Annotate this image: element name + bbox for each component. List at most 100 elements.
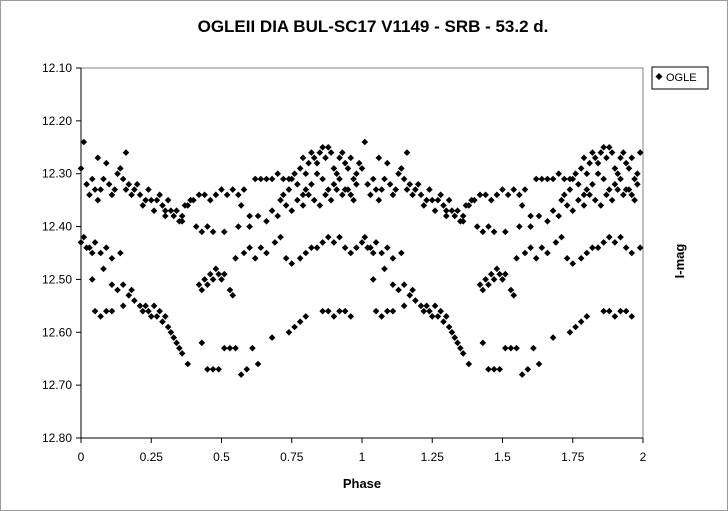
data-point — [496, 365, 503, 373]
data-point — [594, 170, 602, 178]
data-point — [383, 307, 391, 315]
data-point — [291, 323, 298, 331]
data-point — [274, 170, 281, 178]
data-point — [117, 249, 124, 257]
data-point — [502, 228, 509, 236]
data-point — [487, 196, 495, 204]
data-point — [108, 281, 116, 289]
data-point — [465, 360, 473, 368]
data-point — [465, 202, 473, 209]
data-point — [577, 254, 585, 262]
data-point — [296, 254, 304, 262]
data-point — [614, 186, 622, 193]
data-point — [167, 328, 175, 336]
data-point — [611, 165, 619, 172]
data-point — [139, 307, 147, 315]
data-point — [383, 244, 391, 252]
data-point — [88, 249, 96, 257]
data-point — [400, 281, 408, 289]
data-point — [516, 223, 523, 230]
data-point — [600, 143, 607, 151]
data-point — [274, 212, 281, 220]
data-point — [513, 344, 520, 352]
data-point — [386, 180, 394, 188]
data-point — [493, 265, 501, 273]
data-point — [490, 276, 498, 283]
data-point — [209, 276, 217, 283]
data-point — [268, 207, 276, 215]
data-point — [383, 159, 391, 167]
data-point — [147, 313, 155, 320]
data-point — [544, 175, 551, 183]
data-point — [471, 196, 478, 204]
data-point — [454, 339, 461, 347]
data-point — [170, 212, 178, 220]
data-point — [502, 344, 509, 352]
data-point — [254, 360, 262, 368]
data-point — [493, 191, 501, 199]
data-point — [622, 244, 630, 252]
data-point — [372, 186, 380, 193]
data-point — [153, 313, 161, 320]
data-point — [499, 276, 506, 283]
data-point — [591, 154, 599, 162]
data-point — [232, 344, 239, 352]
data-point — [420, 307, 428, 315]
data-point — [611, 313, 619, 320]
data-point — [339, 149, 346, 156]
data-point — [125, 180, 133, 188]
data-point — [184, 360, 192, 368]
data-point — [102, 244, 110, 252]
data-point — [291, 170, 298, 178]
data-point — [308, 180, 315, 188]
data-point — [313, 159, 321, 167]
data-point — [451, 212, 459, 220]
data-point — [569, 207, 577, 215]
data-point — [341, 307, 349, 315]
data-point — [246, 212, 253, 220]
data-point — [409, 191, 416, 199]
data-point — [443, 207, 450, 215]
legend-box — [651, 66, 709, 90]
data-point — [367, 191, 374, 199]
data-point — [589, 180, 596, 188]
data-point — [358, 165, 366, 172]
data-point — [518, 371, 526, 378]
data-point — [147, 196, 155, 204]
data-point — [91, 307, 99, 315]
data-point — [527, 223, 534, 230]
data-point — [364, 180, 371, 188]
data-point — [454, 207, 461, 215]
data-point — [555, 212, 562, 220]
data-point — [97, 249, 104, 257]
data-point — [268, 175, 276, 183]
data-point — [97, 313, 104, 320]
data-point — [628, 154, 636, 162]
data-point — [330, 313, 338, 320]
data-point — [586, 191, 593, 199]
data-point — [145, 307, 152, 315]
data-point — [544, 217, 551, 225]
data-point — [600, 307, 607, 315]
data-point — [313, 244, 321, 252]
data-point — [577, 165, 585, 172]
data-point — [268, 334, 276, 341]
x-tick-label: 1.25 — [421, 450, 445, 464]
data-point — [445, 196, 453, 204]
data-point — [153, 196, 161, 204]
data-point — [209, 365, 217, 373]
data-point — [192, 223, 200, 230]
data-point — [428, 196, 436, 204]
data-point — [350, 175, 357, 183]
data-point — [232, 254, 239, 262]
data-point — [395, 286, 402, 294]
data-point — [125, 291, 133, 299]
data-point — [611, 239, 619, 246]
data-point — [583, 186, 591, 193]
data-point — [353, 180, 360, 188]
data-point — [482, 191, 489, 199]
data-point — [77, 239, 85, 246]
data-point — [235, 191, 242, 199]
data-point — [443, 313, 450, 320]
data-point — [457, 344, 464, 352]
